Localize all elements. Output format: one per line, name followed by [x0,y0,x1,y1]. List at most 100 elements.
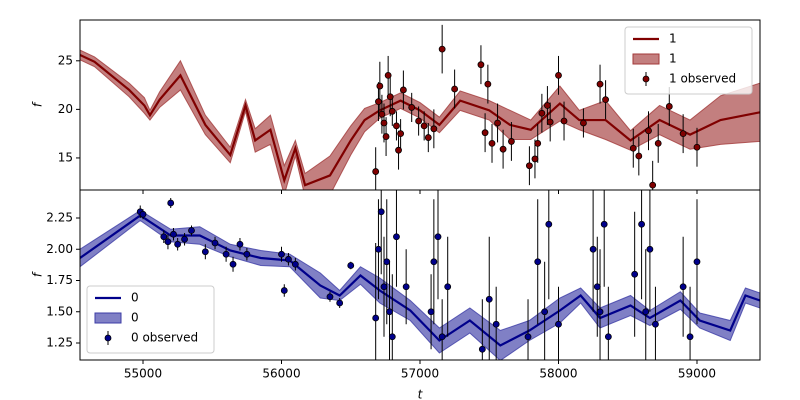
observed-point [222,250,230,258]
observed-point [160,233,168,241]
plot-area [80,190,760,360]
observed-point [347,262,355,269]
y-tick-label: 1.75 [46,273,73,287]
observed-point [638,220,645,228]
observed-point [181,235,188,243]
observed-point [384,71,392,79]
legend-marker [642,75,650,83]
observed-point [188,227,195,234]
model-line [80,214,760,347]
observed-point [485,295,493,303]
observed-point [593,283,601,291]
observed-point [693,258,701,266]
observed-point [388,107,396,115]
observed-point [604,333,612,341]
observed-point [420,122,428,130]
observed-point [631,270,639,278]
y-tick-label: 1.50 [46,304,73,318]
confidence-band [80,209,760,360]
legend-frame [624,26,753,95]
axes: 1.25 1.50 1.75 2.00 2.25 55000 56000 57000 58000… [31,189,761,400]
observed-point [438,333,446,341]
observed-point [541,308,549,316]
observed-point [424,134,432,141]
observed-point [555,71,562,79]
observed-point [236,240,244,248]
legend-patch [632,53,660,65]
observed-point [167,199,175,207]
observed-point [377,208,385,216]
observed-point [693,143,701,151]
observed-point [484,80,492,88]
observed-point [531,155,539,163]
legend: 1 1 1 observed [624,26,753,95]
observed-point [499,145,507,153]
observed-point [380,119,388,127]
observed-point [534,139,542,147]
observed-point [375,245,382,253]
observed-point [560,117,568,125]
observed-point [336,299,344,307]
observed-point [524,333,532,341]
observed-point [170,230,177,238]
axes: 15 20 25 f 1 1 1 observed [31,19,761,194]
observed-point [383,258,391,266]
observed-point [382,133,390,140]
observed-point [408,104,416,111]
y-tick-label: 1.25 [46,336,73,350]
observed-point [415,117,423,125]
observed-point [280,287,288,294]
y-tick-label: 25 [58,53,73,67]
legend-label: 1 observed [669,72,736,86]
observed-point [679,283,687,291]
observed-point [174,240,182,248]
observed-point [285,255,292,263]
observed-point [438,45,446,53]
legend-label: 0 [131,291,139,305]
observed-point [201,248,209,256]
y-tick-label: 15 [58,150,73,164]
observed-point [654,139,662,147]
observed-point [602,96,609,104]
observed-point [229,260,237,268]
legend-frame [86,285,215,354]
x-axis-label: t [418,388,424,400]
observed-point [492,320,500,328]
observed-point [372,314,380,322]
model-line [80,53,760,187]
x-tick-label: 58000 [539,367,577,381]
observed-point [393,233,400,241]
observed-point [629,144,637,152]
observed-point [291,260,299,268]
observed-point [508,138,515,145]
observed-point [444,283,452,291]
observed-point [596,308,604,316]
observed-point [686,333,694,341]
observed-point [278,250,285,258]
observed-point [538,109,546,117]
observed-point [388,333,396,341]
observed-point [375,98,382,105]
y-axis-label: f [31,271,45,277]
observed-point [395,146,402,154]
observed-point [402,283,410,291]
observed-point [380,283,388,291]
x-tick-label: 57000 [401,367,439,381]
observed-point [139,210,147,218]
observed-point [534,258,542,266]
observed-point [652,320,659,328]
observed-point [481,129,489,137]
observed-point [399,86,407,94]
observed-point [544,102,551,109]
y-tick-label: 2.25 [46,211,73,225]
observed-point [488,139,496,147]
observed-point [386,308,393,316]
plot-area [80,24,760,190]
legend-label: 0 [131,311,139,325]
observed-point [545,220,553,228]
observed-point [397,130,405,138]
observed-point [555,320,562,328]
observed-point [434,233,442,241]
observed-point [649,181,657,189]
